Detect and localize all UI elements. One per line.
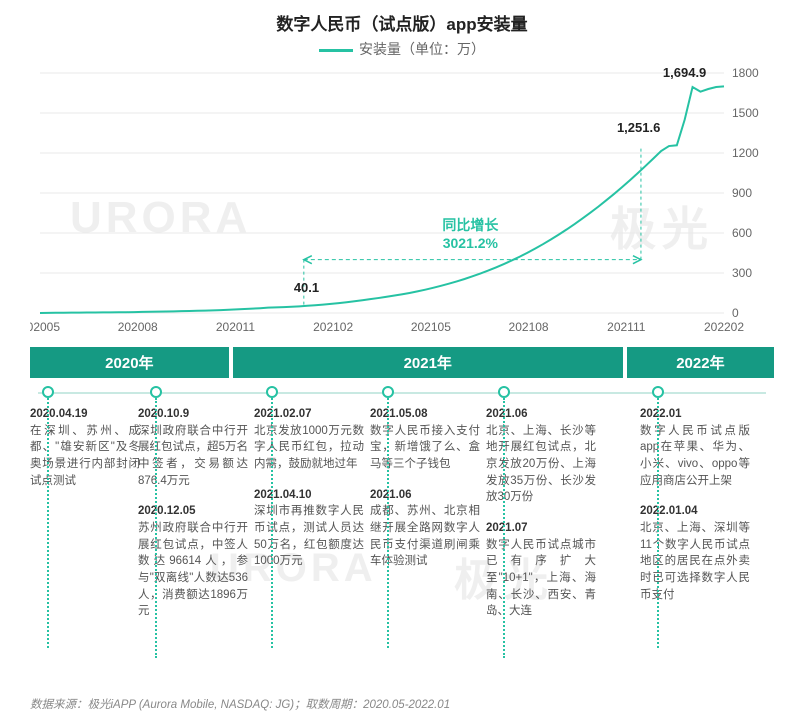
svg-text:1800: 1800 (732, 66, 759, 80)
year-segment: 2020年 (30, 347, 229, 378)
timeline-column: 2020.10.9深圳政府联合中行开展红包试点，超5万名中签者，交易额达876.… (138, 386, 248, 620)
timeline-column: 2021.06北京、上海、长沙等地开展红包试点，北京发放20万份、上海发放35万… (486, 386, 596, 620)
svg-text:202005: 202005 (30, 320, 60, 334)
timeline-dot (42, 386, 54, 398)
svg-text:202008: 202008 (118, 320, 158, 334)
svg-text:600: 600 (732, 226, 752, 240)
svg-text:202108: 202108 (509, 320, 549, 334)
line-chart: URORA 极光 0300600900120015001800202005202… (30, 63, 774, 343)
year-segment: 2021年 (233, 347, 623, 378)
svg-text:202105: 202105 (411, 320, 451, 334)
timeline-dot (266, 386, 278, 398)
timeline-dot (150, 386, 162, 398)
timeline: URORA 极光 2020.04.19在深圳、苏州、成都、"雄安新区"及冬奥场景… (30, 386, 774, 686)
legend: 安装量（单位：万） (30, 39, 774, 59)
timeline-column: 2022.01数字人民币试点版app在苹果、华为、小米、vivo、oppo等应用… (640, 386, 750, 603)
timeline-stem (155, 398, 157, 658)
svg-text:202011: 202011 (216, 320, 255, 334)
timeline-dot (382, 386, 394, 398)
svg-text:900: 900 (732, 186, 752, 200)
svg-text:202111: 202111 (607, 320, 646, 334)
timeline-dot (498, 386, 510, 398)
svg-text:300: 300 (732, 266, 752, 280)
year-segment: 2022年 (627, 347, 774, 378)
data-callout: 1,251.6 (617, 120, 660, 135)
growth-label: 同比增长3021.2% (442, 216, 498, 252)
svg-text:0: 0 (732, 306, 739, 320)
timeline-stem (47, 398, 49, 648)
timeline-stem (503, 398, 505, 658)
data-callout: 40.1 (294, 280, 319, 295)
svg-text:1500: 1500 (732, 106, 759, 120)
timeline-column: 2020.04.19在深圳、苏州、成都、"雄安新区"及冬奥场景进行内部封闭试点测… (30, 386, 140, 489)
timeline-dot (652, 386, 664, 398)
legend-swatch (319, 49, 353, 52)
timeline-stem (657, 398, 659, 648)
chart-title: 数字人民币（试点版）app安装量 (30, 10, 774, 35)
timeline-column: 2021.02.07北京发放1000万元数字人民币红包，拉动内需，鼓励就地过年2… (254, 386, 364, 570)
timeline-stem (387, 398, 389, 648)
data-callout: 1,694.9 (663, 65, 706, 80)
timeline-stem (271, 398, 273, 648)
year-bar: 2020年2021年2022年 (30, 347, 774, 378)
svg-text:1200: 1200 (732, 146, 759, 160)
source-text: 数据来源：极光iAPP (Aurora Mobile, NASDAQ: JG)；… (30, 696, 774, 712)
svg-text:202202: 202202 (704, 320, 744, 334)
timeline-column: 2021.05.08数字人民币接入支付宝，新增饿了么、盒马等三个子钱包2021.… (370, 386, 480, 570)
legend-label: 安装量（单位：万） (359, 41, 485, 57)
svg-text:202102: 202102 (313, 320, 353, 334)
chart-svg: 0 300 600 900 1200 1500 1800 202005 202008 202011… (30, 63, 774, 343)
